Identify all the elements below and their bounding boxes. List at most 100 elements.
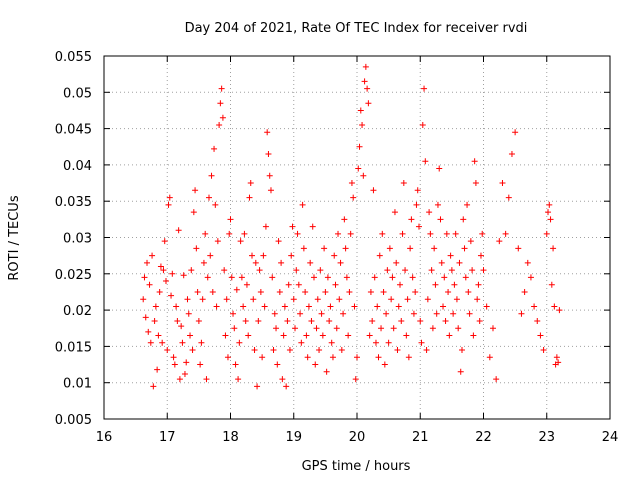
data-point bbox=[447, 252, 454, 259]
data-point bbox=[241, 230, 248, 237]
data-point bbox=[299, 201, 306, 208]
data-point bbox=[348, 180, 355, 187]
data-point bbox=[209, 288, 216, 295]
data-point bbox=[395, 303, 402, 310]
data-point bbox=[269, 274, 276, 281]
data-point bbox=[512, 129, 519, 136]
data-point bbox=[305, 303, 312, 310]
data-point bbox=[179, 339, 186, 346]
data-point bbox=[407, 245, 414, 252]
data-point bbox=[200, 259, 207, 266]
data-point bbox=[202, 230, 209, 237]
data-point bbox=[443, 230, 450, 237]
data-point bbox=[369, 317, 376, 324]
data-point bbox=[415, 223, 422, 230]
data-point bbox=[294, 230, 301, 237]
y-tick-labels: 0.005 0.01 0.015 0.02 0.025 0.03 0.035 0.04 0.04… bbox=[55, 50, 92, 428]
data-point bbox=[208, 172, 215, 179]
data-point bbox=[161, 238, 168, 245]
data-point bbox=[445, 288, 452, 295]
data-point bbox=[270, 347, 277, 354]
data-point bbox=[505, 194, 512, 201]
data-point bbox=[251, 347, 258, 354]
x-axis-label: GPS time / hours bbox=[302, 459, 411, 474]
data-point bbox=[508, 151, 515, 158]
y-tick-label: 0.015 bbox=[55, 340, 92, 355]
data-point bbox=[432, 281, 439, 288]
data-point bbox=[314, 296, 321, 303]
data-point bbox=[548, 281, 555, 288]
data-point bbox=[446, 332, 453, 339]
data-point bbox=[326, 317, 333, 324]
data-point bbox=[154, 366, 161, 373]
data-point bbox=[372, 339, 379, 346]
y-tick-label: 0.04 bbox=[63, 159, 92, 174]
data-point bbox=[252, 259, 259, 266]
x-tick-label: 21 bbox=[412, 430, 429, 445]
data-point bbox=[255, 317, 262, 324]
data-point bbox=[297, 310, 304, 317]
x-tick-label: 17 bbox=[159, 430, 176, 445]
data-point bbox=[338, 347, 345, 354]
data-point bbox=[194, 288, 201, 295]
data-point bbox=[458, 347, 465, 354]
data-point bbox=[155, 332, 162, 339]
data-points bbox=[140, 63, 563, 390]
y-tick-label: 0.03 bbox=[63, 232, 92, 247]
data-point bbox=[304, 354, 311, 361]
data-point bbox=[371, 274, 378, 281]
data-point bbox=[264, 129, 271, 136]
data-point bbox=[195, 317, 202, 324]
data-point bbox=[221, 267, 228, 274]
data-point bbox=[331, 252, 338, 259]
data-point bbox=[180, 272, 187, 279]
data-point bbox=[212, 201, 219, 208]
data-point bbox=[412, 288, 419, 295]
data-point bbox=[273, 325, 280, 332]
data-point bbox=[456, 259, 463, 266]
data-point bbox=[173, 303, 180, 310]
data-point bbox=[298, 339, 305, 346]
data-point bbox=[466, 310, 473, 317]
data-point bbox=[175, 227, 182, 234]
data-point bbox=[384, 267, 391, 274]
data-point bbox=[284, 317, 291, 324]
data-point bbox=[343, 274, 350, 281]
data-point bbox=[448, 267, 455, 274]
data-point bbox=[207, 252, 214, 259]
data-point bbox=[288, 252, 295, 259]
data-point bbox=[438, 259, 445, 266]
x-tick-label: 24 bbox=[602, 430, 619, 445]
data-point bbox=[453, 296, 460, 303]
data-point bbox=[367, 288, 374, 295]
data-point bbox=[318, 310, 325, 317]
data-point bbox=[385, 339, 392, 346]
data-point bbox=[460, 216, 467, 223]
data-point bbox=[285, 281, 292, 288]
data-point bbox=[313, 325, 320, 332]
data-point bbox=[455, 325, 462, 332]
data-point bbox=[145, 328, 152, 335]
data-point bbox=[337, 259, 344, 266]
data-point bbox=[440, 303, 447, 310]
data-point bbox=[235, 376, 242, 383]
data-point bbox=[247, 180, 254, 187]
data-point bbox=[204, 274, 211, 281]
data-point bbox=[293, 267, 300, 274]
data-point bbox=[203, 376, 210, 383]
data-point bbox=[394, 347, 401, 354]
data-point bbox=[259, 354, 266, 361]
data-point bbox=[261, 303, 268, 310]
data-point bbox=[197, 361, 204, 368]
data-point bbox=[408, 216, 415, 223]
x-tick-labels: 16 17 18 19 20 21 22 23 24 bbox=[96, 430, 619, 445]
data-point bbox=[479, 230, 486, 237]
data-point bbox=[249, 252, 256, 259]
data-point bbox=[224, 354, 231, 361]
data-point bbox=[181, 370, 188, 377]
data-point bbox=[370, 187, 377, 194]
data-point bbox=[515, 245, 522, 252]
data-point bbox=[352, 376, 359, 383]
data-point bbox=[266, 172, 273, 179]
